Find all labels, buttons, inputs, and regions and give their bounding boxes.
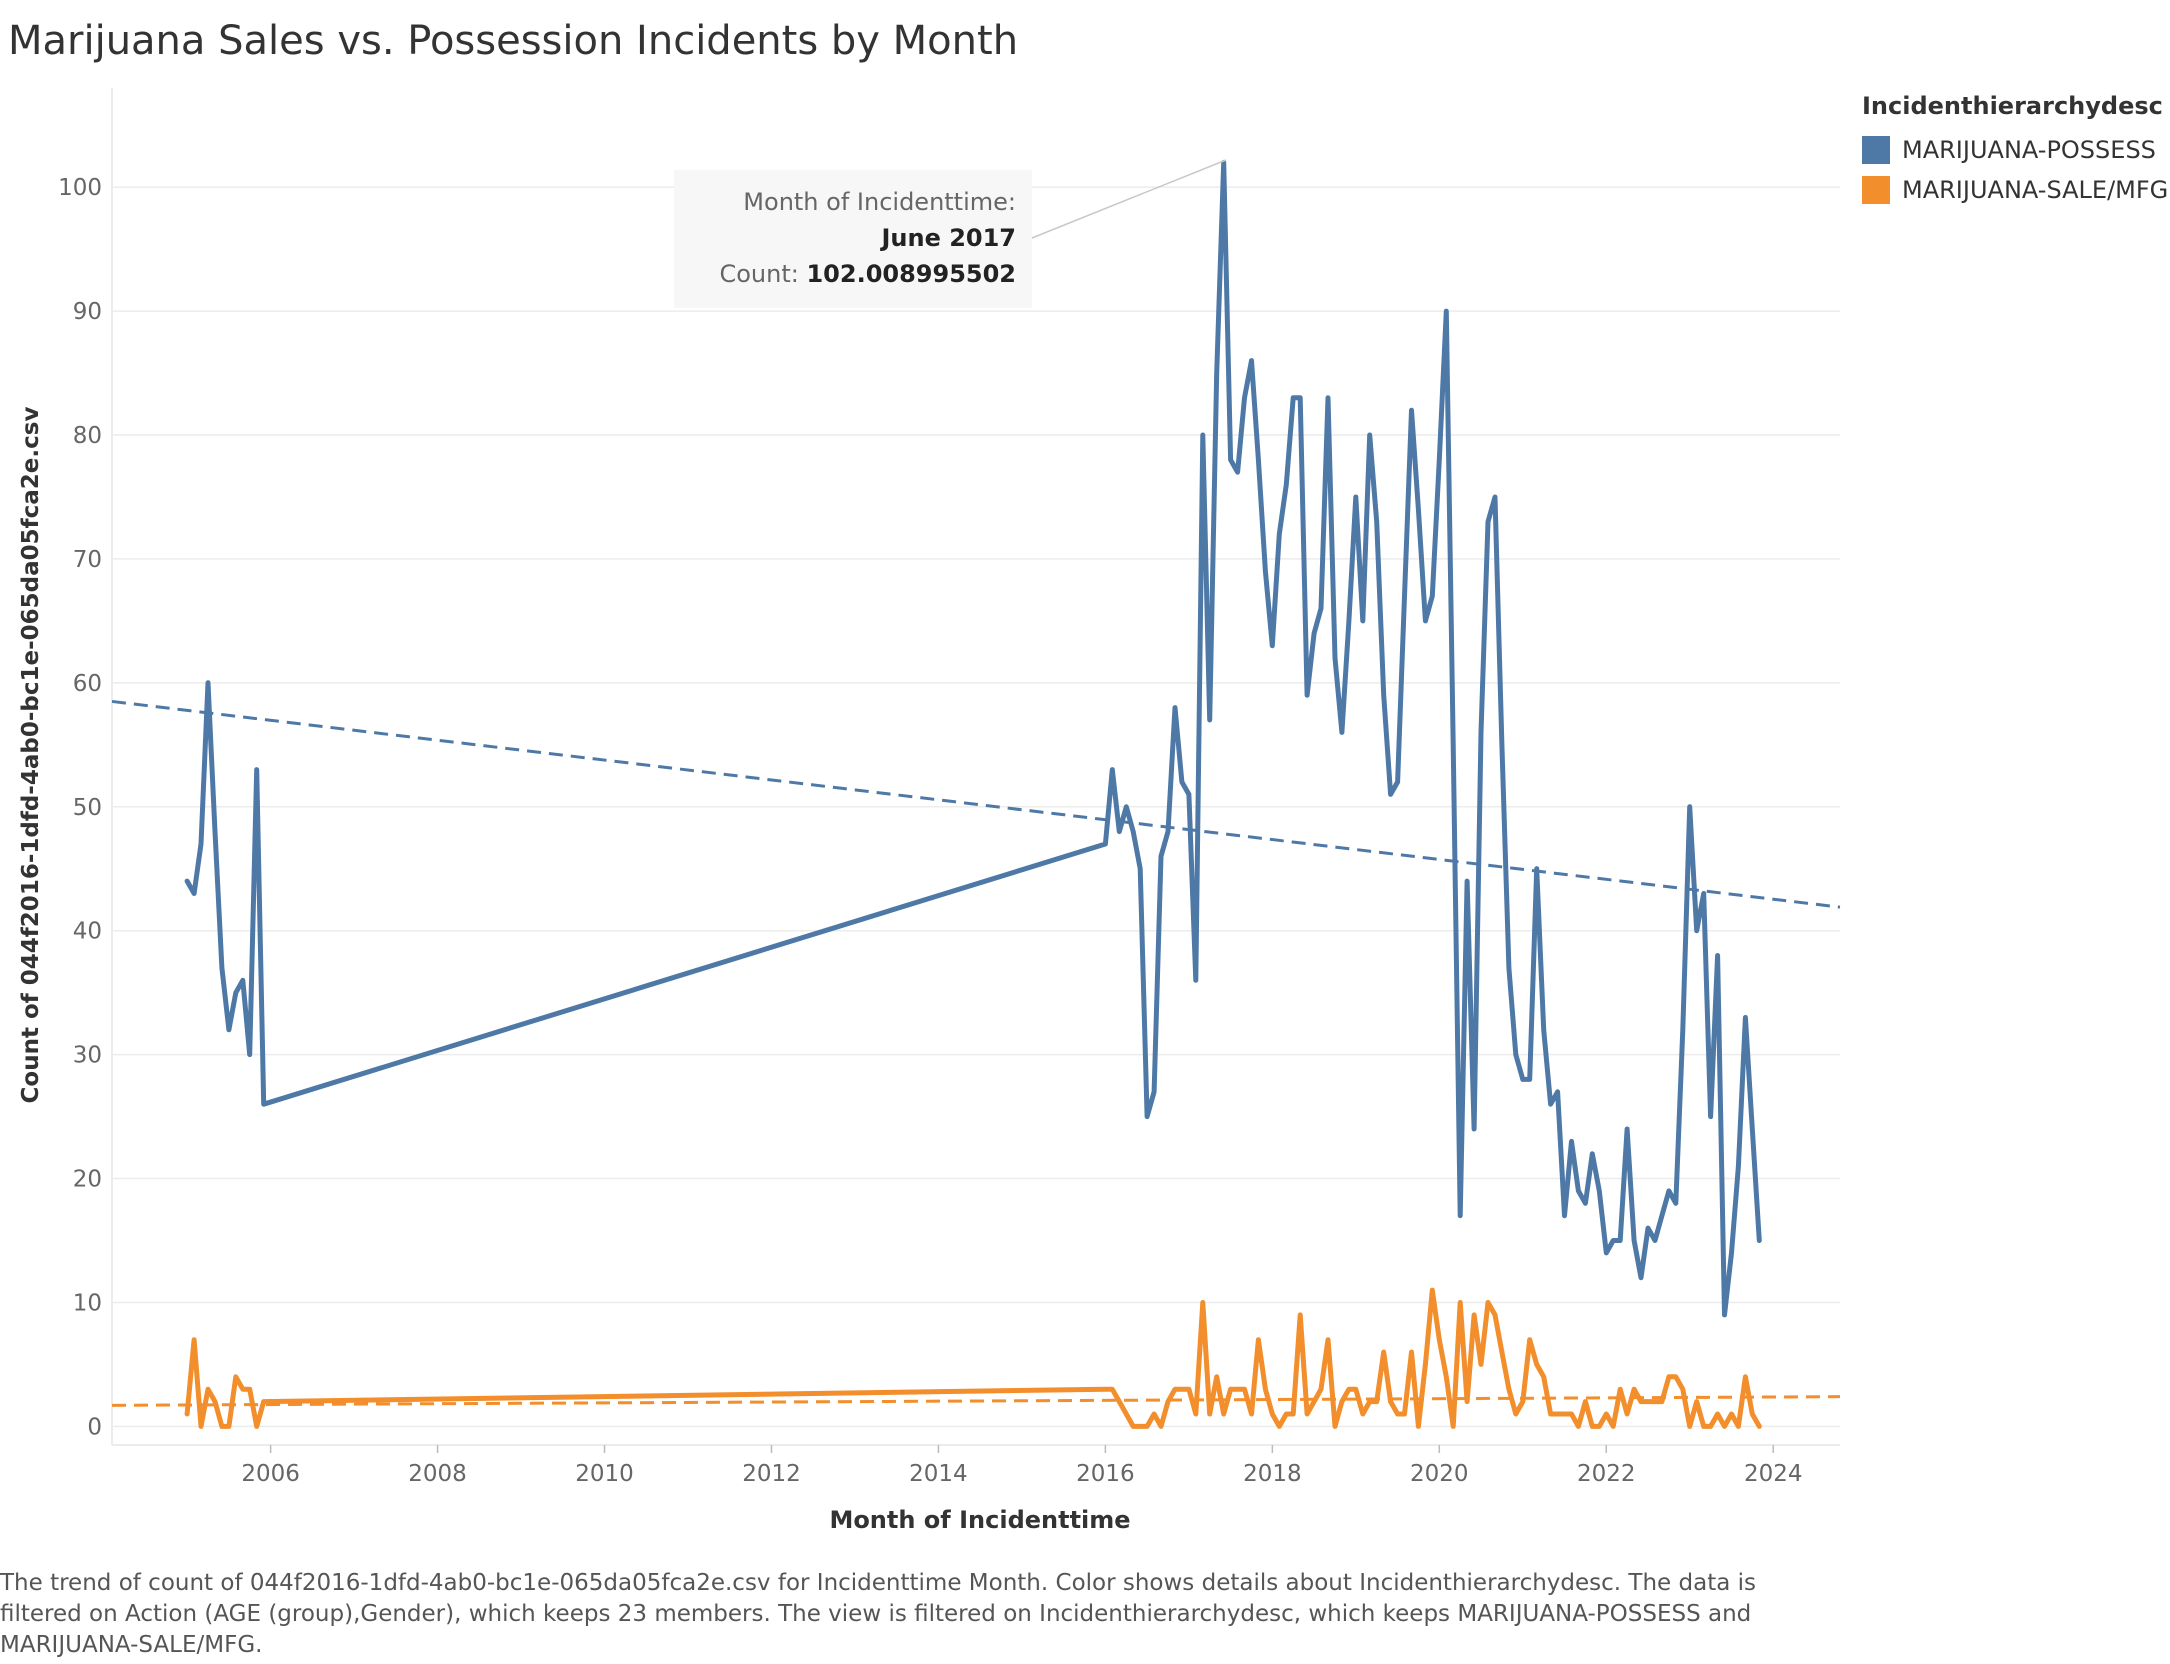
chart-title: Marijuana Sales vs. Possession Incidents… bbox=[8, 18, 1019, 64]
y-tick-label: 30 bbox=[73, 1043, 102, 1069]
tooltip-label: Month of Incidenttime: bbox=[743, 188, 1016, 216]
trend-lines bbox=[111, 699, 1841, 1407]
series-line[interactable] bbox=[184, 1287, 1762, 1429]
legend-item-sale[interactable]: MARIJUANA-SALE/MFG bbox=[1862, 170, 2168, 210]
x-axis-ticks: 2006 2008 2010 2012 2014 2016 2018 2020 2022 2024 bbox=[241, 1445, 1802, 1487]
tooltip-count-value: 102.008995502 bbox=[806, 260, 1016, 288]
y-tick-label: 80 bbox=[73, 423, 102, 449]
axis-labels: Month of Incidenttime Count of 044f2016-… bbox=[18, 407, 1131, 1534]
x-tick-label: 2014 bbox=[909, 1461, 968, 1487]
x-tick-label: 2010 bbox=[575, 1461, 634, 1487]
x-tick-label: 2012 bbox=[742, 1461, 801, 1487]
y-tick-label: 90 bbox=[73, 299, 102, 325]
y-tick-label: 50 bbox=[73, 795, 102, 821]
y-tick-label: 10 bbox=[73, 1290, 102, 1316]
x-tick-label: 2008 bbox=[408, 1461, 467, 1487]
tooltip-leader-line bbox=[1031, 159, 1227, 239]
x-tick-label: 2018 bbox=[1243, 1461, 1302, 1487]
tooltip: Month of Incidenttime: June 2017 Count: … bbox=[674, 170, 1032, 308]
tooltip-count-label: Count: bbox=[719, 260, 799, 288]
x-tick-label: 2006 bbox=[241, 1461, 300, 1487]
tooltip-value: June 2017 bbox=[881, 224, 1016, 252]
gridlines bbox=[111, 88, 1840, 1446]
legend-swatch bbox=[1862, 176, 1890, 204]
legend-label: MARIJUANA-POSSESS bbox=[1902, 136, 2156, 164]
legend-swatch bbox=[1862, 136, 1890, 164]
legend: Incidenthierarchydesc MARIJUANA-POSSESS … bbox=[1862, 92, 2168, 210]
caption: The trend of count of 044f2016-1dfd-4ab0… bbox=[0, 1570, 1756, 1658]
y-tick-label: 40 bbox=[73, 919, 102, 945]
x-tick-label: 2022 bbox=[1577, 1461, 1636, 1487]
y-tick-label: 100 bbox=[58, 175, 102, 201]
series-line[interactable] bbox=[184, 159, 1762, 1318]
y-tick-label: 70 bbox=[73, 547, 102, 573]
x-tick-label: 2016 bbox=[1076, 1461, 1135, 1487]
y-axis-label: Count of 044f2016-1dfd-4ab0-bc1e-065da05… bbox=[18, 407, 44, 1104]
legend-label: MARIJUANA-SALE/MFG bbox=[1902, 176, 2169, 204]
x-tick-label: 2024 bbox=[1744, 1461, 1803, 1487]
series-lines bbox=[184, 159, 1762, 1429]
trend-line bbox=[111, 699, 1841, 909]
legend-title: Incidenthierarchydesc bbox=[1862, 92, 2163, 120]
y-tick-label: 0 bbox=[87, 1414, 102, 1440]
trend-line bbox=[111, 1395, 1841, 1407]
legend-item-possess[interactable]: MARIJUANA-POSSESS bbox=[1862, 130, 2168, 170]
y-tick-label: 20 bbox=[73, 1167, 102, 1193]
y-axis-ticks: 0 10 20 30 40 50 60 70 80 90 100 bbox=[58, 175, 102, 1440]
y-tick-label: 60 bbox=[73, 671, 102, 697]
x-tick-label: 2020 bbox=[1410, 1461, 1469, 1487]
x-axis-label: Month of Incidenttime bbox=[829, 1506, 1130, 1534]
